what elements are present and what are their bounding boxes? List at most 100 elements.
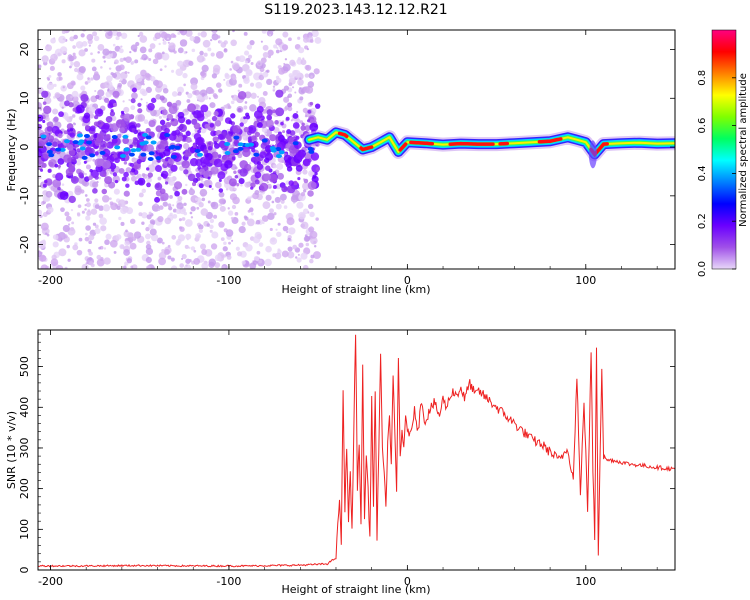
spectrogram-noise-speckle — [261, 215, 269, 222]
spectrogram-noise-speckle — [310, 236, 318, 245]
spectrogram-noise-speckle — [272, 85, 276, 88]
spectrogram-noise-speckle — [245, 244, 253, 252]
spectrogram-noise-speckle — [141, 188, 147, 194]
spectrogram-noise-highlight — [72, 140, 79, 145]
spectrogram-noise-speckle — [238, 83, 243, 88]
spectrogram-noise-speckle — [182, 24, 188, 30]
spectrogram-carrier-peak — [337, 131, 349, 139]
spectrogram-noise-speckle — [113, 250, 117, 254]
spectrogram-noise-speckle — [220, 42, 227, 48]
spectrogram-noise-speckle — [156, 237, 163, 244]
spectrogram-noise-speckle — [218, 221, 225, 228]
spectrogram-noise-speckle — [96, 254, 102, 260]
spectrogram-noise-speckle — [185, 233, 192, 240]
spectrogram-noise-speckle — [102, 204, 111, 212]
spectrogram-noise-speckle — [130, 265, 134, 269]
spectrogram-noise-blob — [254, 179, 260, 185]
spectrogram-noise-speckle — [277, 248, 281, 252]
spectrogram-noise-blob — [184, 151, 190, 157]
spectrogram-noise-blob — [224, 160, 233, 169]
spectrogram-noise-speckle — [244, 101, 248, 104]
snr-x-axis-label: Height of straight line (km) — [281, 583, 430, 596]
spectrogram-noise-speckle — [49, 65, 55, 71]
spectrogram-noise-speckle — [237, 89, 240, 92]
colorbar-label: Normalized spectral amplitude — [738, 73, 749, 227]
spectrogram-noise-blob — [58, 111, 64, 118]
spectrogram-noise-speckle — [84, 208, 87, 211]
spectrogram-noise-blob — [310, 152, 320, 161]
spectrogram-noise-blob — [307, 190, 314, 197]
snr-x-tick-label: 0 — [404, 575, 411, 588]
spectrogram-noise-speckle — [262, 44, 269, 51]
spectrogram-noise-blob — [57, 133, 63, 139]
spectrogram-noise-blob — [80, 93, 89, 103]
colorbar: 0.0 0.2 0.4 0.6 0.8 Normalized spectral ampl… — [697, 29, 749, 277]
spectrogram-noise-speckle — [277, 222, 281, 226]
snr-x-ticks: -200 -100 0 100 — [38, 330, 658, 588]
spectrogram-noise-speckle — [148, 48, 153, 53]
spectrogram-noise-speckle — [267, 212, 275, 221]
spectrogram-noise-speckle — [250, 212, 254, 216]
spectrogram-noise-speckle — [230, 60, 234, 64]
spectrogram-noise-speckle — [169, 195, 173, 199]
spectrogram-noise-speckle — [213, 214, 218, 219]
spectrogram-noise-speckle — [150, 75, 156, 82]
spectrogram-noise-speckle — [61, 59, 66, 64]
spectrogram-noise-speckle — [232, 30, 235, 33]
spectrogram-noise-blob — [103, 97, 110, 103]
figure-title: S119.2023.143.12.12.R21 — [264, 2, 447, 18]
spectrogram-noise-speckle — [169, 212, 173, 217]
spectrogram-noise-speckle — [287, 106, 293, 112]
spectrogram-noise-blob — [161, 109, 168, 116]
spectrogram-noise-speckle — [115, 36, 120, 41]
spectrogram-noise-speckle — [295, 256, 298, 259]
spectrogram-noise-speckle — [201, 262, 209, 269]
spectrogram-noise-speckle — [252, 235, 261, 244]
spectrogram-noise-blob — [130, 168, 136, 173]
spectrogram-noise-speckle — [145, 86, 152, 93]
spectrogram-noise-speckle — [133, 231, 142, 239]
spectrogram-noise-speckle — [242, 134, 249, 141]
spectrogram-noise-speckle — [131, 60, 135, 64]
spectrogram-noise-speckle — [179, 226, 185, 232]
spectrogram-noise-speckle — [73, 122, 76, 126]
spectrogram-carrier-peak — [409, 140, 435, 146]
spectrogram-noise-speckle — [307, 81, 315, 88]
spectrogram-noise-blob — [70, 175, 79, 184]
spectrogram-noise-speckle — [157, 215, 164, 223]
spectrogram-noise-blob — [118, 167, 125, 174]
spectrogram-y-tick-label: -10 — [18, 187, 31, 205]
spectrogram-noise-blob — [243, 126, 250, 133]
spectrogram-noise-speckle — [77, 213, 81, 217]
spectrogram-noise-blob — [112, 102, 118, 107]
spectrogram-noise-speckle — [167, 255, 172, 260]
spectrogram-noise-speckle — [254, 190, 260, 196]
spectrogram-carrier-peak — [537, 137, 563, 144]
spectrogram-noise-blob — [168, 158, 175, 165]
spectrogram-noise-blob — [292, 113, 299, 119]
spectrogram-noise-speckle — [106, 75, 113, 82]
spectrogram-noise-blob — [131, 127, 136, 132]
spectrogram-noise-speckle — [258, 74, 265, 81]
spectrogram-noise-speckle — [167, 41, 170, 44]
spectrogram-noise-speckle — [71, 90, 79, 98]
spectrogram-noise-speckle — [189, 60, 193, 64]
spectrogram-noise-speckle — [185, 183, 188, 187]
spectrogram-noise-speckle — [40, 255, 47, 262]
spectrogram-noise-blob — [189, 147, 196, 154]
spectrogram-noise-speckle — [52, 241, 59, 248]
spectrogram-x-tick-label: 0 — [404, 274, 411, 287]
spectrogram-noise-blob — [254, 171, 262, 179]
spectrogram-noise-speckle — [305, 64, 312, 71]
spectrogram-noise-speckle — [206, 223, 211, 227]
spectrogram-noise-speckle — [172, 213, 178, 219]
spectrogram-noise-speckle — [194, 197, 199, 201]
spectrogram-noise-speckle — [52, 234, 59, 240]
colorbar-tick-label: 0.8 — [697, 70, 708, 86]
spectrogram-noise-speckle — [248, 23, 254, 29]
spectrogram-noise-speckle — [294, 91, 297, 94]
spectrogram-noise-speckle — [38, 105, 43, 110]
spectrogram-noise-speckle — [160, 31, 168, 39]
spectrogram-x-ticks: -200 -100 0 100 — [38, 30, 658, 287]
spectrogram-noise-blob — [78, 172, 84, 178]
